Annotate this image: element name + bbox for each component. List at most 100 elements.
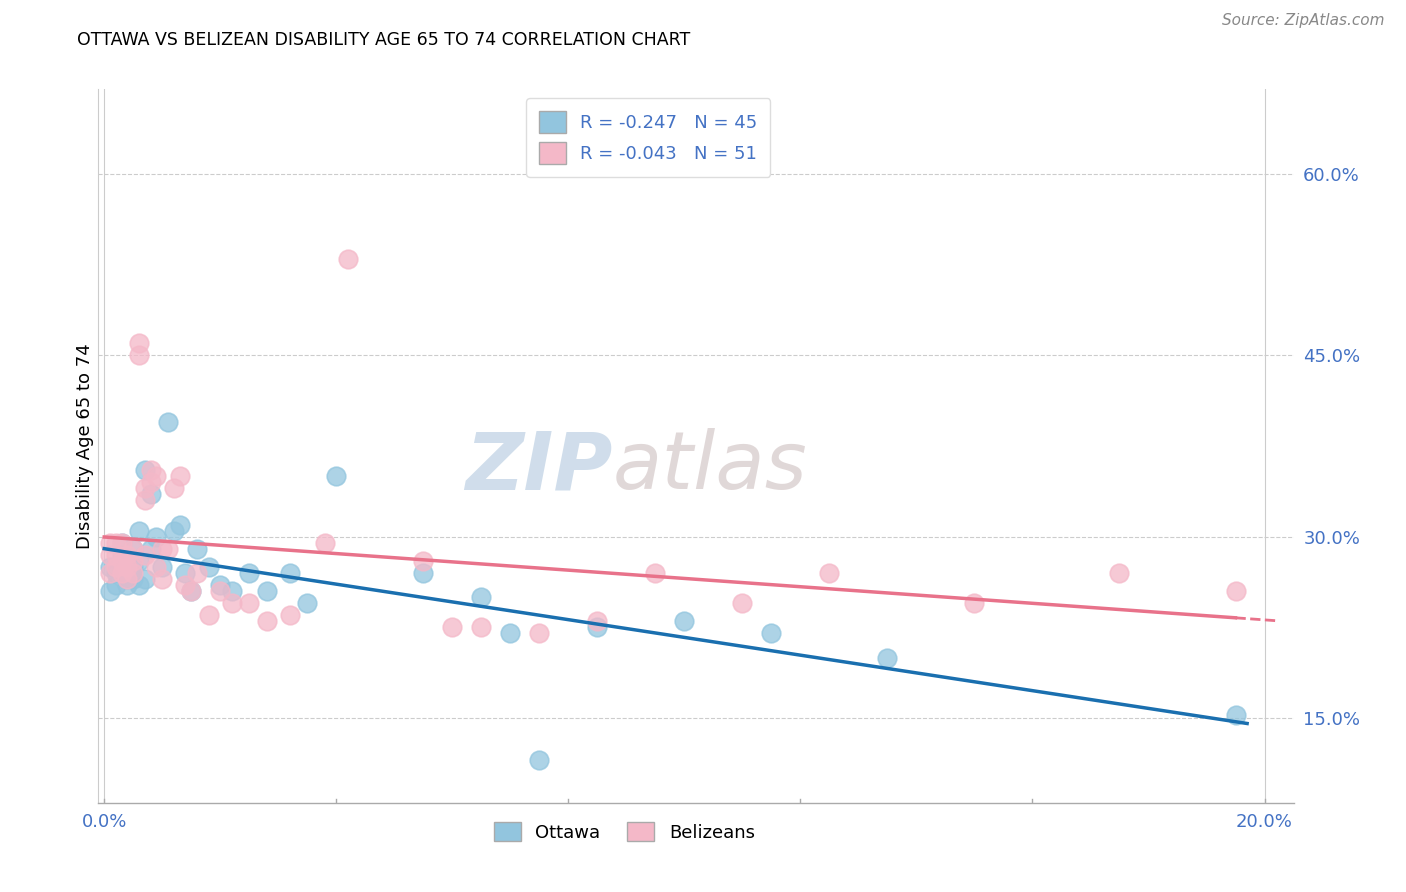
Point <box>111 560 134 574</box>
Point <box>529 754 551 768</box>
Point <box>163 524 186 538</box>
Point <box>761 626 783 640</box>
Point <box>197 560 219 574</box>
Point <box>586 620 609 634</box>
Point <box>470 590 492 604</box>
Point <box>1225 584 1247 599</box>
Point <box>98 560 121 574</box>
Point <box>128 348 150 362</box>
Text: atlas: atlas <box>613 428 807 507</box>
Point <box>157 415 180 429</box>
Point <box>122 566 145 580</box>
Point <box>139 475 162 490</box>
Point <box>278 608 301 623</box>
Point <box>256 584 278 599</box>
Text: ZIP: ZIP <box>465 428 613 507</box>
Legend: Ottawa, Belizeans: Ottawa, Belizeans <box>485 814 763 851</box>
Point <box>139 487 162 501</box>
Point <box>111 535 134 549</box>
Point <box>278 566 301 580</box>
Point <box>529 626 551 640</box>
Point <box>186 541 208 556</box>
Point <box>117 560 139 574</box>
Point <box>104 535 127 549</box>
Point <box>297 596 319 610</box>
Point <box>441 620 464 634</box>
Point <box>128 554 150 568</box>
Point <box>221 584 243 599</box>
Point <box>104 578 127 592</box>
Point <box>1108 566 1130 580</box>
Point <box>169 469 191 483</box>
Point <box>314 535 336 549</box>
Point <box>644 566 666 580</box>
Point <box>122 554 145 568</box>
Point <box>499 626 522 640</box>
Point <box>139 463 162 477</box>
Point <box>104 560 127 574</box>
Point <box>98 566 121 580</box>
Point <box>221 596 243 610</box>
Point <box>150 560 173 574</box>
Point <box>412 566 434 580</box>
Point <box>963 596 986 610</box>
Point <box>134 548 156 562</box>
Point <box>128 336 150 351</box>
Point <box>238 566 260 580</box>
Point <box>180 584 202 599</box>
Point <box>150 541 173 556</box>
Point <box>325 469 347 483</box>
Point <box>876 650 898 665</box>
Point <box>174 578 197 592</box>
Point <box>122 572 145 586</box>
Point <box>117 572 139 586</box>
Point <box>134 463 156 477</box>
Point <box>145 469 167 483</box>
Point <box>104 548 127 562</box>
Point <box>111 566 134 580</box>
Point <box>117 560 139 574</box>
Point <box>98 535 121 549</box>
Point <box>104 566 127 580</box>
Point <box>145 560 167 574</box>
Point <box>586 615 609 629</box>
Point <box>150 572 173 586</box>
Point <box>98 584 121 599</box>
Point <box>412 554 434 568</box>
Point <box>122 541 145 556</box>
Point <box>111 535 134 549</box>
Point <box>209 578 232 592</box>
Point <box>122 541 145 556</box>
Point <box>145 530 167 544</box>
Point <box>163 481 186 495</box>
Point <box>117 578 139 592</box>
Point <box>111 554 134 568</box>
Point <box>731 596 754 610</box>
Point <box>174 566 197 580</box>
Point <box>134 481 156 495</box>
Point <box>470 620 492 634</box>
Point <box>98 548 121 562</box>
Point <box>818 566 841 580</box>
Point <box>256 615 278 629</box>
Point <box>169 517 191 532</box>
Text: OTTAWA VS BELIZEAN DISABILITY AGE 65 TO 74 CORRELATION CHART: OTTAWA VS BELIZEAN DISABILITY AGE 65 TO … <box>77 31 690 49</box>
Point <box>209 584 232 599</box>
Point <box>134 493 156 508</box>
Point <box>128 524 150 538</box>
Point <box>157 541 180 556</box>
Point <box>180 584 202 599</box>
Point <box>117 572 139 586</box>
Point <box>111 548 134 562</box>
Point <box>336 252 359 266</box>
Point <box>186 566 208 580</box>
Y-axis label: Disability Age 65 to 74: Disability Age 65 to 74 <box>76 343 94 549</box>
Point <box>238 596 260 610</box>
Point <box>139 541 162 556</box>
Point <box>1225 707 1247 722</box>
Point <box>134 572 156 586</box>
Point <box>128 578 150 592</box>
Point <box>122 560 145 574</box>
Point <box>197 608 219 623</box>
Point <box>673 615 696 629</box>
